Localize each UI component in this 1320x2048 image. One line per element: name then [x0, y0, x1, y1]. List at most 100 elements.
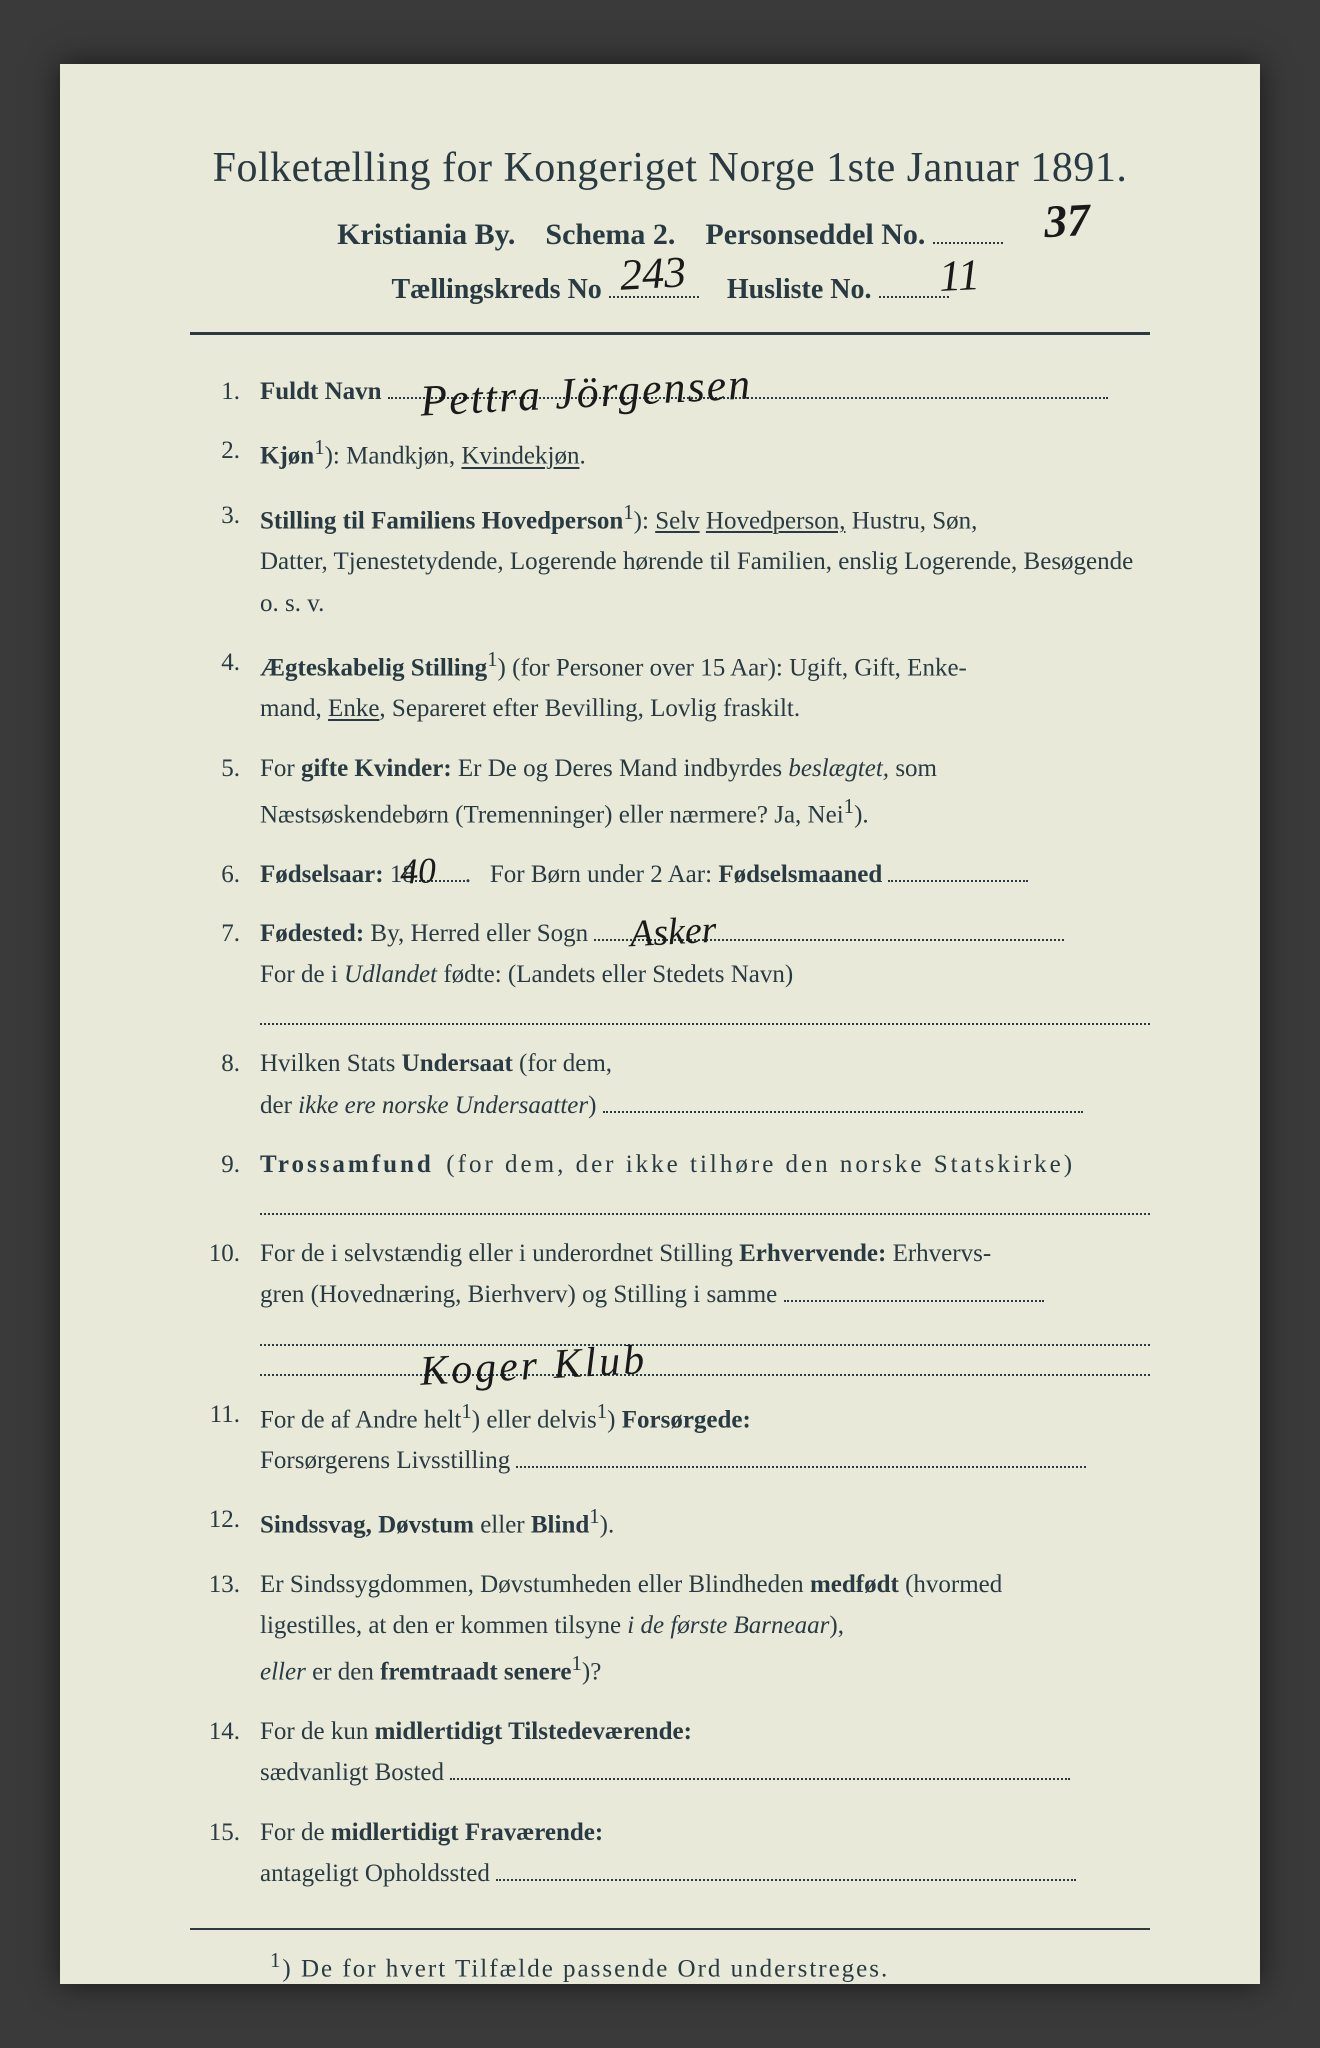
f5-paren: ).: [854, 801, 869, 828]
f14-tilstede: midlertidigt Tilstedeværende:: [375, 1718, 692, 1745]
f8-l2c: ): [588, 1092, 596, 1119]
f7-line2c: fødte: (Landets eller Stedets Navn): [443, 961, 793, 988]
f12-label: Sindssvag, Døvstum: [260, 1512, 474, 1539]
husliste-label: Husliste No.: [727, 274, 872, 305]
f13-fremtraadt: fremtraadt senere: [380, 1659, 571, 1686]
f13-l1c: (hvormed: [905, 1571, 1002, 1598]
f5-text1b: som: [895, 755, 937, 782]
f3-osv: o. s. v.: [260, 590, 324, 617]
fields-list: Fuldt Navn Pettra Jörgensen Kjøn1): Mand…: [190, 371, 1150, 1894]
footnote-sup: 1: [270, 1948, 282, 1972]
field-10-occupation: For de i selvstændig eller i underordnet…: [190, 1233, 1150, 1376]
f8-l2a: der: [260, 1092, 292, 1119]
f4-enke-selected: Enke: [328, 695, 379, 722]
f10-l2: gren (Hovednæring, Bierhverv) og Stillin…: [260, 1281, 777, 1308]
f7-udlandet: Udlandet: [344, 961, 437, 988]
husliste-no-handwritten: 11: [938, 249, 981, 302]
f4-opts2b: , Separeret efter Bevilling, Lovlig fras…: [379, 695, 800, 722]
subtitle-line-2: Tællingskreds No 243 Husliste No. 11: [190, 268, 1150, 306]
field-4-marital: Ægteskabelig Stilling1) (for Personer ov…: [190, 642, 1150, 730]
f15-l2: antageligt Opholdssted: [260, 1860, 490, 1887]
f15-l1a: For de: [260, 1819, 325, 1846]
field-14-present: For de kun midlertidigt Tilstedeværende:…: [190, 1711, 1150, 1794]
f12-sup: 1: [589, 1504, 599, 1528]
f2-sup: 1: [314, 435, 324, 459]
f13-eller: eller: [260, 1659, 306, 1686]
f5-sup: 1: [844, 794, 854, 818]
f7-label: Fødested:: [260, 920, 364, 947]
f11-l1b: ) eller delvis: [472, 1406, 597, 1433]
f1-value-handwritten: Pettra Jörgensen: [418, 348, 754, 438]
f3-rest1: Hustru, Søn,: [852, 507, 978, 534]
f3-rest2: Datter, Tjenestetydende, Logerende høren…: [260, 548, 1133, 575]
f13-l2a: ligestilles, at den er kommen tilsyne: [260, 1612, 621, 1639]
f6-text: For Børn under 2 Aar:: [490, 861, 712, 888]
f9-blank-line: [260, 1187, 1150, 1215]
kreds-no-handwritten: 243: [619, 246, 688, 300]
field-2-sex: Kjøn1): Mandkjøn, Kvindekjøn.: [190, 430, 1150, 477]
f11-l2: Forsørgerens Livsstilling: [260, 1447, 510, 1474]
f13-medfodt: medfødt: [810, 1571, 899, 1598]
header-rule: [190, 332, 1150, 335]
footnote-rule: [190, 1928, 1150, 1930]
census-form-page: Folketælling for Kongeriget Norge 1ste J…: [60, 64, 1260, 1984]
f8-undersaat: Undersaat: [402, 1050, 513, 1077]
field-12-disability: Sindssvag, Døvstum eller Blind1).: [190, 1499, 1150, 1546]
field-7-birthplace: Fødested: By, Herred eller Sogn Asker Fo…: [190, 913, 1150, 1026]
f3-sup: 1: [623, 500, 633, 524]
f5-text1: Er De og Deres Mand indbyrdes: [458, 755, 782, 782]
f2-opt-male: Mandkjøn,: [346, 443, 455, 470]
f5-label: gifte Kvinder:: [301, 755, 452, 782]
f3-label: Stilling til Familiens Hovedperson: [260, 507, 623, 534]
field-11-supported: For de af Andre helt1) eller delvis1) Fo…: [190, 1394, 1150, 1482]
f4-label: Ægteskabelig Stilling: [260, 654, 487, 681]
f10-blank-2: Koger Klub: [260, 1348, 1150, 1376]
f7-value-handwritten: Asker: [628, 899, 718, 966]
field-6-birthyear: Fødselsaar: 18. 40 For Børn under 2 Aar:…: [190, 854, 1150, 895]
f11-forsorgede: Forsørgede:: [622, 1406, 751, 1433]
field-15-absent: For de midlertidigt Fraværende: antageli…: [190, 1812, 1150, 1895]
city-label: Kristiania By.: [337, 218, 515, 251]
f4-paren: (for Personer over 15 Aar):: [512, 654, 783, 681]
field-8-citizenship: Hvilken Stats Undersaat (for dem, der ik…: [190, 1043, 1150, 1126]
f7-blank-line: [260, 997, 1150, 1025]
field-3-relation: Stilling til Familiens Hovedperson1): Se…: [190, 495, 1150, 624]
f2-opt-female-selected: Kvindekjøn: [461, 443, 579, 470]
f6-label2: Fødselsmaaned: [718, 861, 882, 888]
f10-erhvervende: Erhvervende:: [739, 1240, 886, 1267]
f10-blank-1: [260, 1318, 1150, 1346]
f2-label: Kjøn: [260, 443, 314, 470]
f14-l1a: For de kun: [260, 1718, 368, 1745]
f6-label: Fødselsaar:: [260, 861, 384, 888]
f5-for: For: [260, 755, 295, 782]
personseddel-label: Personseddel No.: [705, 218, 925, 251]
subtitle-line-1: Kristiania By. Schema 2. Personseddel No…: [190, 212, 1150, 252]
f3-selv: Selv: [655, 507, 699, 534]
f13-sup: 1: [571, 1651, 581, 1675]
f14-l2: sædvanligt Bosted: [260, 1759, 444, 1786]
page-title: Folketælling for Kongeriget Norge 1ste J…: [190, 144, 1150, 192]
f7-line2a: For de i: [260, 961, 338, 988]
f5-text2: Næstsøskendebørn (Tremenninger) eller næ…: [260, 801, 844, 828]
f12-blind: Blind: [531, 1512, 589, 1539]
f5-beslaegtet: beslægtet,: [788, 755, 889, 782]
f9-text: (for dem, der ikke tilhøre den norske St…: [446, 1151, 1075, 1178]
f13-l2c: ),: [829, 1612, 844, 1639]
f13-l1a: Er Sindssygdommen, Døvstumheden eller Bl…: [260, 1571, 804, 1598]
f7-text: By, Herred eller Sogn: [370, 920, 588, 947]
footnote-text: ) De for hvert Tilfælde passende Ord und…: [282, 1955, 889, 1982]
f4-opts2a: mand,: [260, 695, 322, 722]
f13-l3b: er den: [312, 1659, 374, 1686]
schema-label: Schema 2.: [545, 218, 675, 251]
f13-l3d: )?: [582, 1659, 601, 1686]
f12-paren: ).: [600, 1512, 615, 1539]
kreds-label: Tællingskreds No: [391, 274, 601, 305]
f8-ikke-norske: ikke ere norske Undersaatter: [298, 1092, 588, 1119]
f4-opts1: Ugift, Gift, Enke-: [789, 654, 967, 681]
f3-hovedperson: Hovedperson,: [706, 507, 846, 534]
f9-label: Trossamfund: [260, 1151, 434, 1178]
f6-year-handwritten: 40: [398, 841, 437, 902]
field-5-married-women: For gifte Kvinder: Er De og Deres Mand i…: [190, 748, 1150, 836]
f13-barneaar: i de første Barneaar: [627, 1612, 829, 1639]
f11-l1a: For de af Andre helt: [260, 1406, 461, 1433]
